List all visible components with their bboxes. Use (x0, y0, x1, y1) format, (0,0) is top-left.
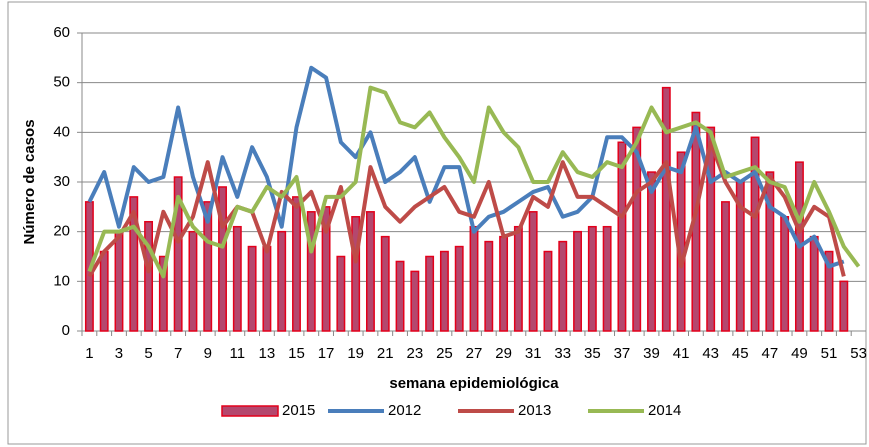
bar (750, 136, 760, 332)
bar (484, 240, 494, 332)
bar (469, 225, 479, 332)
x-tick-label: 41 (673, 345, 690, 362)
chart-frame (7, 1, 867, 445)
bar (617, 141, 627, 332)
y-tick-label: 50 (53, 74, 70, 91)
x-tick-label: 5 (144, 345, 152, 362)
x-tick-label: 43 (702, 345, 719, 362)
legend-label: 2012 (388, 402, 421, 419)
bar (824, 250, 834, 332)
bar (632, 126, 642, 332)
bar (706, 126, 716, 332)
x-tick-label: 23 (406, 345, 423, 362)
bar (277, 230, 287, 332)
y-axis-title: Número de casos (21, 119, 38, 244)
x-tick-label: 29 (495, 345, 512, 362)
bar (262, 245, 272, 332)
bar (158, 255, 168, 332)
x-tick-label: 53 (850, 345, 867, 362)
bar (321, 206, 331, 332)
y-tick-label: 40 (53, 123, 70, 140)
x-tick-label: 11 (230, 345, 246, 362)
bar (528, 211, 538, 332)
x-tick-label: 15 (288, 345, 305, 362)
bar (543, 250, 553, 332)
bar (380, 235, 390, 332)
bar (99, 250, 109, 332)
bar (129, 196, 139, 332)
x-tick-label: 33 (554, 345, 571, 362)
x-tick-label: 37 (614, 345, 631, 362)
bar (232, 225, 242, 332)
x-tick-label: 13 (259, 345, 276, 362)
bar (573, 230, 582, 332)
x-tick-label: 1 (85, 345, 93, 362)
bar (839, 280, 849, 332)
legend-label: 2013 (518, 402, 551, 419)
y-tick-label: 30 (53, 173, 70, 190)
x-tick-label: 51 (821, 345, 838, 362)
legend-label: 2014 (648, 402, 681, 419)
bar (499, 235, 509, 332)
x-tick-label: 27 (466, 345, 483, 362)
x-tick-label: 9 (204, 345, 212, 362)
bar (809, 235, 819, 332)
y-tick-label: 20 (53, 223, 70, 240)
x-tick-label: 35 (584, 345, 601, 362)
bar (247, 245, 257, 332)
x-axis-title: semana epidemiológica (389, 375, 559, 392)
bar (173, 176, 183, 332)
bar (188, 230, 198, 332)
x-tick-label: 21 (377, 345, 394, 362)
x-tick-label: 19 (347, 345, 364, 362)
bar (661, 86, 671, 332)
x-tick-label: 3 (115, 345, 123, 362)
x-tick-label: 45 (732, 345, 749, 362)
line-series (87, 85, 861, 279)
bar (721, 201, 730, 332)
x-tick-label: 7 (174, 345, 182, 362)
legend-label: 2015 (282, 402, 315, 419)
bar (366, 211, 375, 332)
bar (647, 171, 656, 332)
bar (351, 216, 361, 332)
bar (513, 225, 523, 332)
line-series (87, 140, 846, 278)
bar (114, 230, 124, 332)
bar (395, 260, 405, 332)
x-tick-label: 39 (643, 345, 660, 362)
bar (425, 255, 435, 332)
x-tick-label: 49 (791, 345, 808, 362)
bar (454, 245, 464, 332)
x-tick-label: 25 (436, 345, 453, 362)
bar (144, 220, 154, 332)
bar (292, 196, 301, 332)
x-tick-label: 47 (762, 345, 779, 362)
bar (336, 255, 346, 332)
bar (587, 225, 597, 332)
bar (203, 201, 213, 332)
bar (765, 171, 775, 332)
bar (602, 225, 612, 332)
bar (439, 250, 449, 332)
bar (558, 240, 568, 332)
x-tick-label: 31 (525, 345, 542, 362)
x-tick-label: 17 (318, 345, 335, 362)
bar (218, 186, 227, 332)
y-tick-label: 0 (62, 322, 70, 339)
legend-swatch (221, 405, 279, 417)
bar (410, 270, 420, 332)
y-tick-label: 60 (53, 24, 70, 41)
bar (306, 211, 316, 332)
bar (780, 216, 790, 332)
y-tick-label: 10 (53, 272, 70, 289)
